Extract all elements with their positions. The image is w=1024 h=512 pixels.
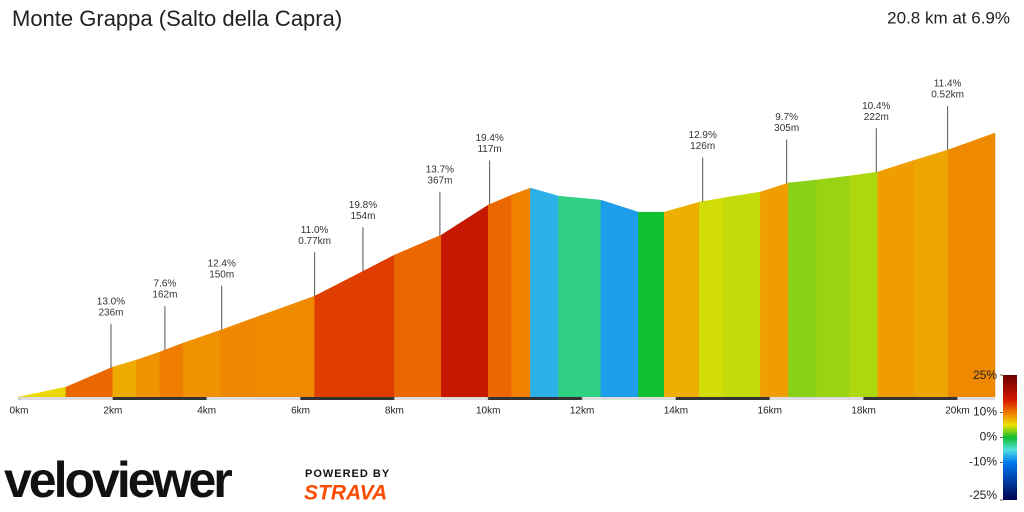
x-tick-label: 14km bbox=[664, 406, 688, 417]
x-tick-label: 16km bbox=[758, 406, 782, 417]
x-tick-label: 12km bbox=[570, 406, 594, 417]
x-tick-label: 18km bbox=[851, 406, 875, 417]
section-bar bbox=[488, 397, 583, 400]
gradient-segment bbox=[877, 159, 916, 398]
annotation-grade: 19.4% bbox=[475, 133, 503, 144]
annotation-length: 117m bbox=[477, 144, 501, 155]
gradient-segment bbox=[112, 359, 137, 398]
annotation-grade: 9.7% bbox=[775, 112, 798, 123]
annotation-grade: 10.4% bbox=[862, 101, 890, 112]
gradient-segment bbox=[788, 179, 817, 398]
gradient-segment bbox=[530, 187, 559, 398]
gradient-segment bbox=[314, 271, 362, 398]
gradient-segment bbox=[65, 366, 114, 398]
x-tick-label: 20km bbox=[945, 406, 969, 417]
gradient-segment bbox=[760, 182, 789, 398]
gradient-segment bbox=[638, 211, 665, 398]
gradient-segment bbox=[914, 149, 949, 398]
annotation-length: 0.77km bbox=[298, 236, 331, 247]
gradient-segment bbox=[220, 317, 254, 398]
summary: 20.8 km at 6.9% bbox=[887, 8, 1010, 27]
annotation-length: 126m bbox=[690, 141, 715, 152]
gradient-segment bbox=[600, 199, 639, 398]
annotation-length: 305m bbox=[774, 123, 799, 134]
gradient-segment bbox=[487, 194, 512, 398]
colorbar-label: 10% bbox=[973, 405, 997, 419]
gradient-segment bbox=[159, 342, 184, 398]
gradient-segment bbox=[816, 175, 850, 398]
powered-by: POWERED BY bbox=[305, 468, 390, 480]
strava-logo: STRAVA bbox=[304, 482, 387, 505]
colorbar-label: -10% bbox=[969, 455, 997, 469]
annotation-length: 162m bbox=[152, 290, 177, 301]
colorbar-label: 25% bbox=[973, 368, 997, 382]
x-tick-label: 8km bbox=[385, 406, 404, 417]
annotation-grade: 13.7% bbox=[426, 164, 454, 175]
annotation-grade: 13.0% bbox=[97, 296, 125, 307]
gradient-segment bbox=[722, 191, 761, 398]
gradient-segment bbox=[182, 329, 222, 398]
section-bar bbox=[863, 397, 958, 400]
gradient-segment bbox=[663, 201, 700, 398]
colorbar-label: 0% bbox=[980, 430, 998, 444]
gradient-segment bbox=[441, 204, 489, 398]
annotation-grade: 12.9% bbox=[688, 130, 716, 141]
chart-title: Monte Grappa (Salto della Capra) bbox=[12, 6, 342, 31]
annotation-length: 150m bbox=[209, 269, 234, 280]
x-tick-label: 4km bbox=[197, 406, 216, 417]
gradient-segment bbox=[394, 244, 419, 398]
annotation-length: 154m bbox=[350, 211, 375, 222]
colorbar-label: -25% bbox=[969, 488, 997, 502]
annotation-length: 222m bbox=[864, 112, 889, 123]
annotation-length: 236m bbox=[98, 307, 123, 318]
gradient-segment bbox=[417, 234, 442, 398]
annotation-grade: 11.0% bbox=[301, 225, 329, 236]
gradient-segment bbox=[947, 132, 996, 398]
x-tick-label: 6km bbox=[291, 406, 310, 417]
colorbar bbox=[1003, 375, 1017, 500]
gradient-segment bbox=[849, 171, 878, 398]
gradient-segment bbox=[511, 187, 531, 398]
section-bar bbox=[675, 397, 770, 400]
gradient-segment bbox=[699, 197, 724, 398]
logo: veloviewer bbox=[4, 452, 232, 508]
annotation-grade: 11.4% bbox=[934, 79, 962, 90]
annotation-length: 367m bbox=[427, 175, 452, 186]
section-bar bbox=[300, 397, 395, 400]
gradient-segment bbox=[136, 351, 161, 398]
annotation-grade: 12.4% bbox=[208, 258, 236, 269]
annotation-grade: 7.6% bbox=[154, 279, 177, 290]
gradient-segment bbox=[18, 386, 67, 398]
gradient-segment bbox=[361, 254, 395, 398]
x-tick-label: 2km bbox=[103, 406, 122, 417]
annotation-length: 0.52km bbox=[931, 90, 964, 101]
annotation-grade: 19.8% bbox=[349, 200, 377, 211]
section-bar bbox=[112, 397, 207, 400]
gradient-segment bbox=[558, 195, 602, 398]
x-tick-label: 10km bbox=[476, 406, 500, 417]
gradient-segment bbox=[253, 295, 315, 398]
x-tick-label: 0km bbox=[10, 406, 29, 417]
